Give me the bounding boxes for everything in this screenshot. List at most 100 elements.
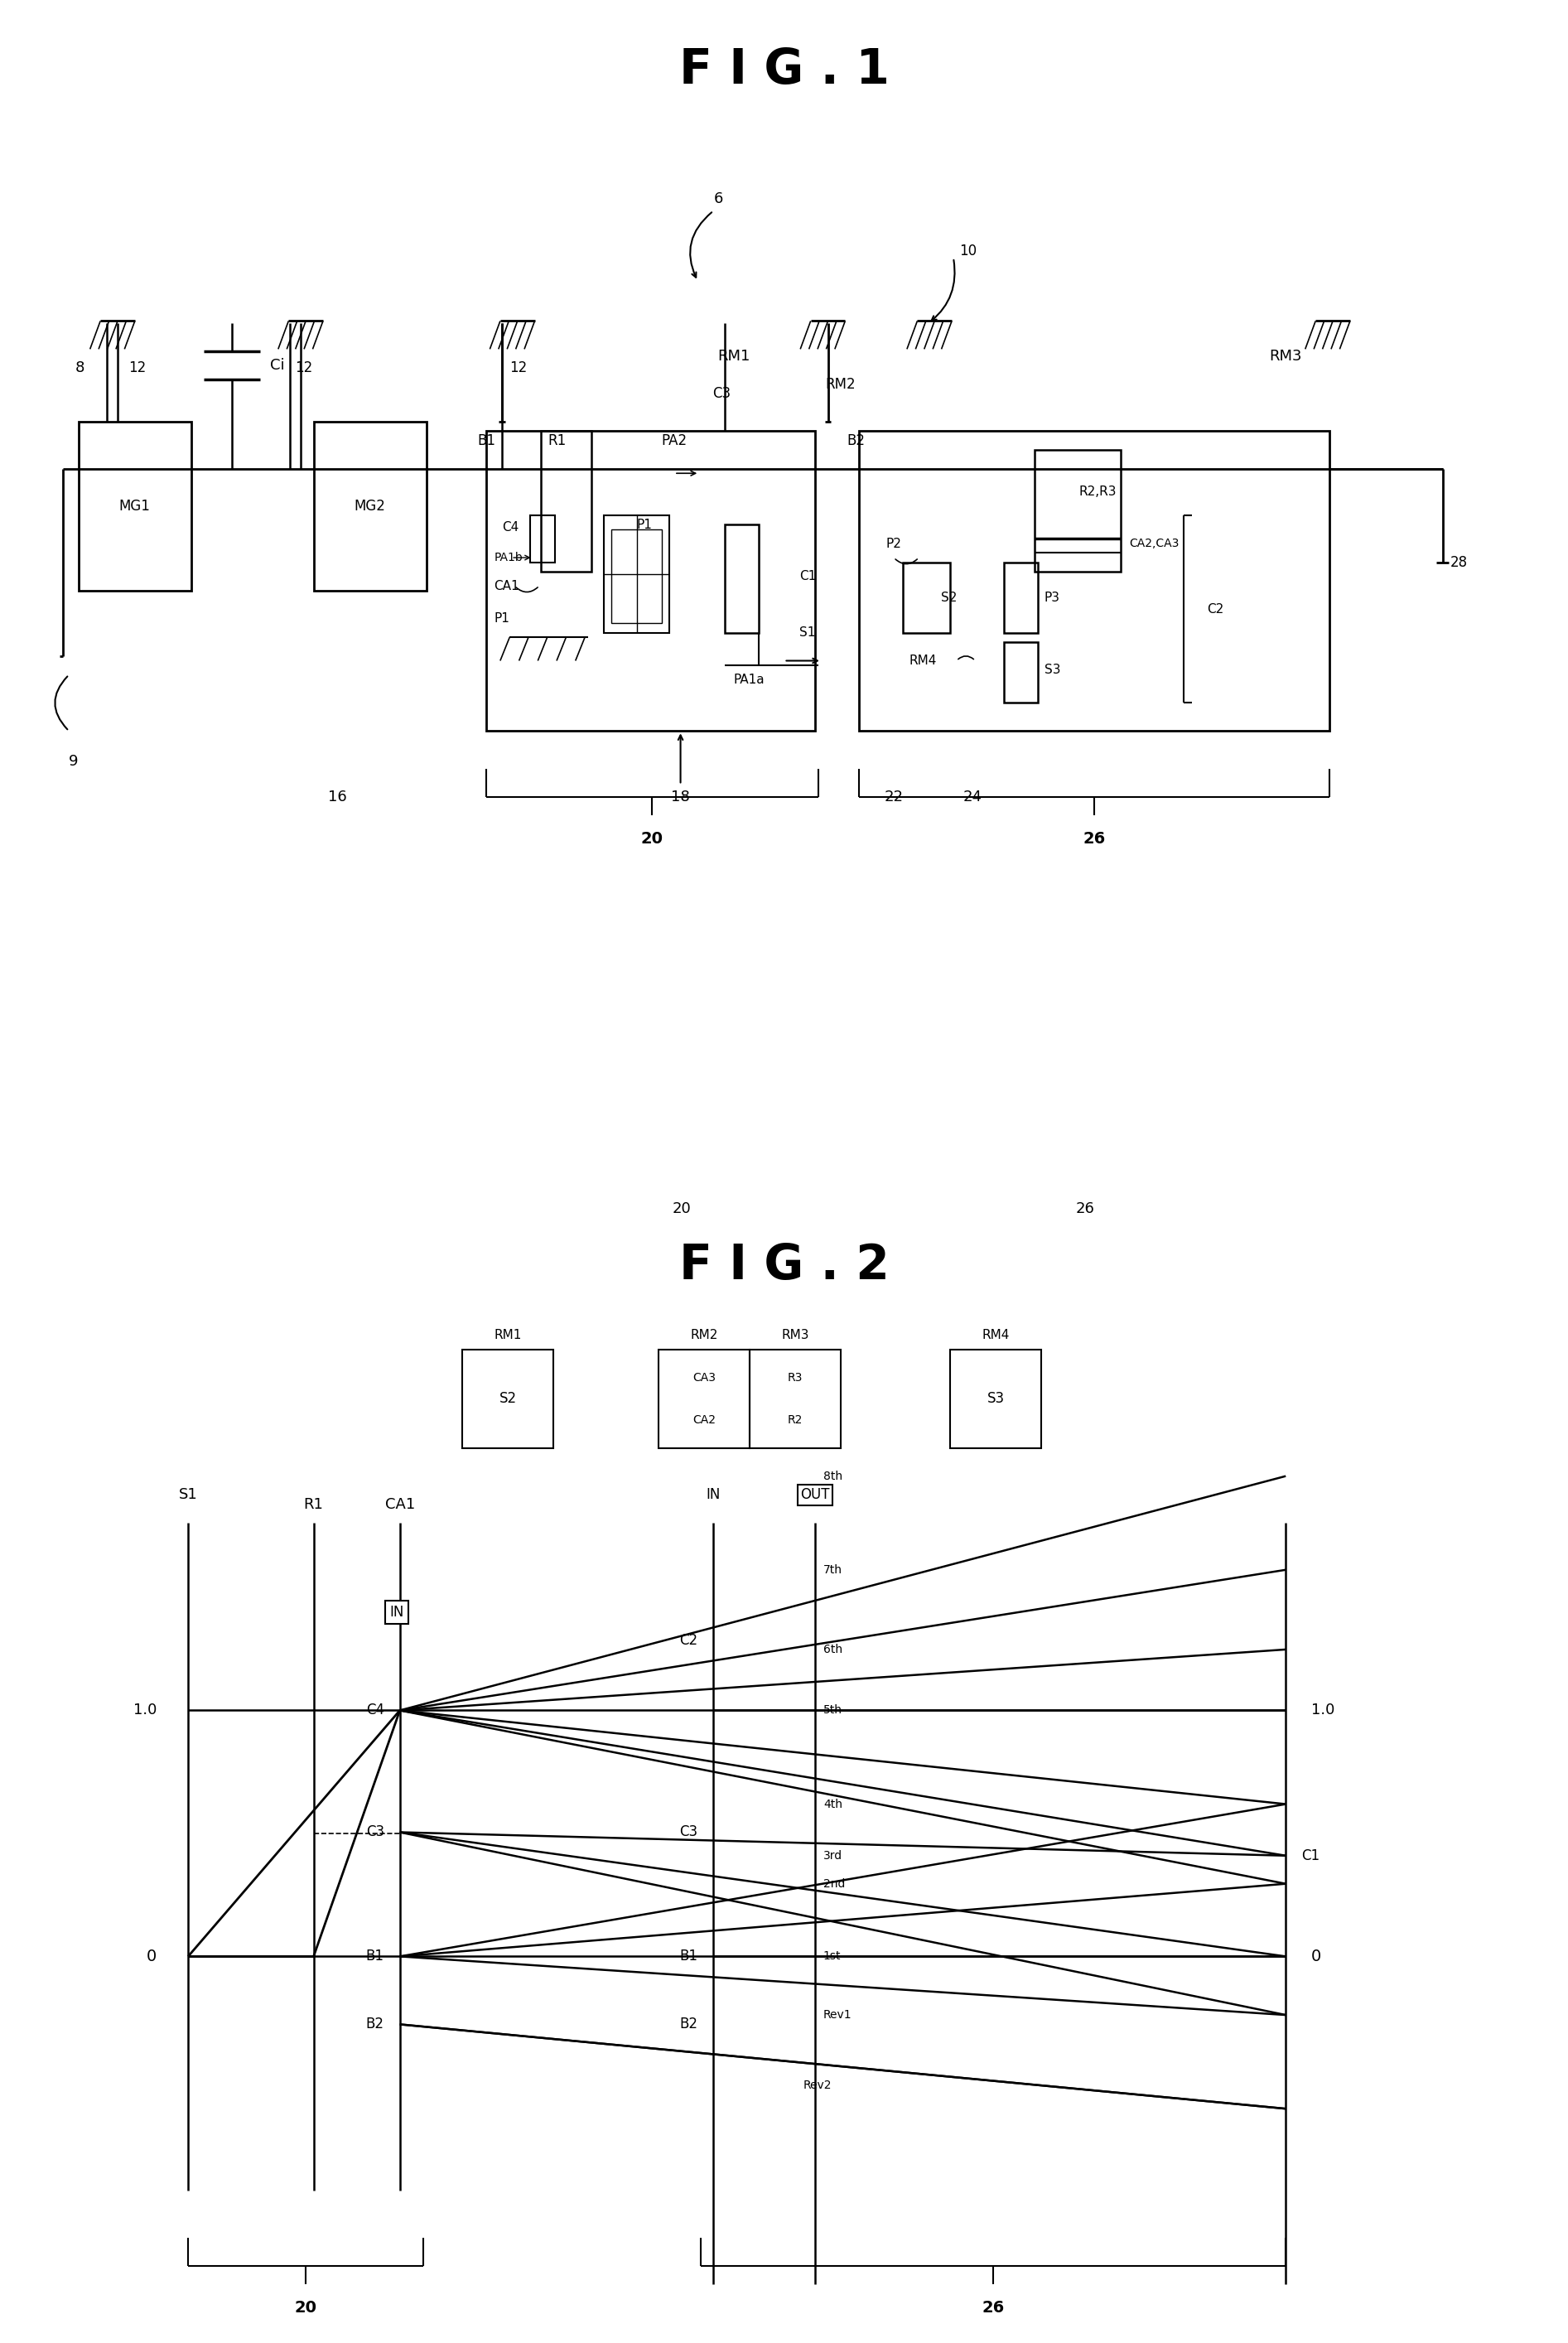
- Text: B2: B2: [847, 433, 866, 448]
- Text: R2: R2: [787, 1415, 803, 1425]
- Text: B1: B1: [679, 1949, 698, 1963]
- Text: 12: 12: [129, 361, 146, 375]
- Text: CA2: CA2: [693, 1415, 715, 1425]
- Bar: [750, 1350, 840, 1448]
- Text: C1: C1: [1301, 1849, 1320, 1863]
- Text: S3: S3: [986, 1392, 1005, 1406]
- Text: PA1a: PA1a: [734, 672, 765, 686]
- Bar: [463, 1350, 554, 1448]
- Text: 5th: 5th: [823, 1706, 842, 1715]
- Text: RM1: RM1: [494, 1328, 522, 1343]
- Text: 7th: 7th: [823, 1565, 842, 1574]
- Text: 1st: 1st: [823, 1952, 840, 1961]
- Text: 20: 20: [641, 832, 663, 846]
- Bar: [78, 422, 191, 590]
- Text: C3: C3: [712, 387, 731, 401]
- Bar: [1035, 450, 1121, 572]
- Text: 26: 26: [1083, 832, 1105, 846]
- Text: F I G . 1: F I G . 1: [679, 47, 889, 94]
- Text: R3: R3: [787, 1373, 803, 1382]
- Text: RM2: RM2: [690, 1328, 718, 1343]
- Bar: [859, 431, 1330, 731]
- Bar: [486, 431, 815, 731]
- Text: 1.0: 1.0: [133, 1703, 157, 1717]
- Text: 12: 12: [510, 361, 527, 375]
- Text: RM3: RM3: [1270, 349, 1301, 363]
- Text: B2: B2: [679, 2017, 698, 2031]
- Text: P3: P3: [1044, 590, 1060, 604]
- Text: P2: P2: [886, 537, 902, 551]
- Bar: [1004, 642, 1038, 703]
- Text: RM3: RM3: [781, 1328, 809, 1343]
- Text: CA3: CA3: [693, 1373, 715, 1382]
- Text: OUT: OUT: [801, 1488, 829, 1502]
- Text: C4: C4: [502, 520, 519, 534]
- Text: 6: 6: [713, 192, 723, 206]
- Text: IN: IN: [706, 1488, 721, 1502]
- Text: 28: 28: [1450, 555, 1468, 569]
- Text: RM4: RM4: [909, 654, 938, 668]
- Text: 18: 18: [671, 790, 690, 804]
- Text: 6th: 6th: [823, 1645, 842, 1654]
- Text: 10: 10: [960, 244, 977, 258]
- Text: 3rd: 3rd: [823, 1851, 842, 1860]
- Text: MG1: MG1: [119, 499, 151, 513]
- Text: S3: S3: [1044, 663, 1060, 677]
- Text: 8th: 8th: [823, 1471, 842, 1481]
- Bar: [1004, 562, 1038, 633]
- Text: 26: 26: [982, 2301, 1005, 2315]
- Text: Rev1: Rev1: [823, 2010, 851, 2020]
- Text: RM1: RM1: [718, 349, 750, 363]
- Text: C3: C3: [679, 1825, 698, 1839]
- Text: P1: P1: [637, 518, 652, 532]
- Text: 24: 24: [963, 790, 982, 804]
- Text: S1: S1: [179, 1488, 198, 1502]
- Text: C2: C2: [1207, 602, 1225, 616]
- Text: 22: 22: [884, 790, 903, 804]
- Text: B2: B2: [365, 2017, 384, 2031]
- Bar: [314, 422, 426, 590]
- Text: 9: 9: [69, 754, 78, 769]
- Text: 1.0: 1.0: [1311, 1703, 1334, 1717]
- Text: S2: S2: [941, 590, 956, 604]
- Bar: [659, 1350, 750, 1448]
- Text: 20: 20: [673, 1202, 691, 1216]
- Text: 20: 20: [295, 2301, 317, 2315]
- Text: C4: C4: [365, 1703, 384, 1717]
- Text: R2,R3: R2,R3: [1079, 485, 1116, 499]
- Text: Rev2: Rev2: [803, 2081, 831, 2090]
- Text: 0: 0: [1311, 1949, 1320, 1963]
- Text: CA1: CA1: [384, 1497, 416, 1511]
- Text: RM2: RM2: [825, 377, 856, 391]
- Text: Ci: Ci: [270, 358, 284, 373]
- Text: S2: S2: [499, 1392, 517, 1406]
- Text: 2nd: 2nd: [823, 1879, 845, 1888]
- Text: 26: 26: [1076, 1202, 1094, 1216]
- Text: IN: IN: [389, 1605, 405, 1619]
- Text: MG2: MG2: [354, 499, 386, 513]
- Bar: [541, 431, 591, 572]
- Text: CA2,CA3: CA2,CA3: [1129, 539, 1179, 548]
- Text: 12: 12: [295, 361, 314, 375]
- Text: B1: B1: [477, 433, 495, 448]
- Text: R1: R1: [547, 433, 566, 448]
- Text: 0: 0: [147, 1949, 157, 1963]
- Bar: [724, 525, 759, 633]
- Text: B1: B1: [365, 1949, 384, 1963]
- Text: PA1b: PA1b: [494, 553, 522, 562]
- Bar: [604, 515, 670, 633]
- Bar: [950, 1350, 1041, 1448]
- Text: R1: R1: [304, 1497, 323, 1511]
- Text: P1: P1: [494, 612, 510, 626]
- Text: F I G . 2: F I G . 2: [679, 1242, 889, 1289]
- Text: PA2: PA2: [662, 433, 687, 448]
- Text: 4th: 4th: [823, 1799, 842, 1809]
- Text: C1: C1: [800, 569, 817, 583]
- Text: 8: 8: [75, 361, 85, 375]
- Bar: [903, 562, 950, 633]
- Text: C2: C2: [679, 1633, 698, 1647]
- Text: RM4: RM4: [982, 1328, 1010, 1343]
- Text: CA1: CA1: [494, 579, 519, 593]
- Text: S1: S1: [800, 626, 815, 640]
- Bar: [530, 515, 555, 562]
